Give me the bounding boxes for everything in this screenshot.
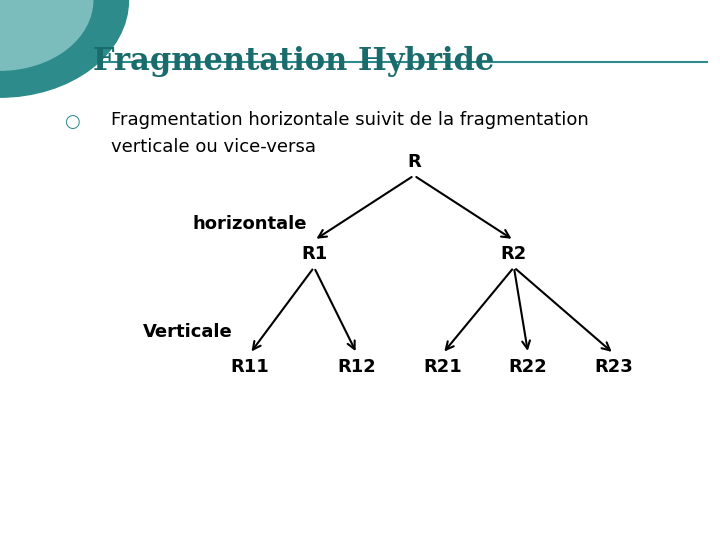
Circle shape [0, 0, 93, 70]
Text: horizontale: horizontale [193, 215, 307, 233]
Text: R1: R1 [301, 245, 327, 263]
Text: R21: R21 [423, 358, 462, 376]
Text: R12: R12 [338, 358, 377, 376]
Text: R22: R22 [509, 358, 547, 376]
Text: R23: R23 [595, 358, 633, 376]
Text: Fragmentation horizontale suivit de la fragmentation: Fragmentation horizontale suivit de la f… [111, 111, 588, 129]
Text: R11: R11 [230, 358, 269, 376]
Text: R: R [407, 153, 421, 171]
Text: Verticale: Verticale [143, 323, 233, 341]
Text: verticale ou vice-versa: verticale ou vice-versa [111, 138, 315, 156]
Text: ○: ○ [64, 113, 80, 131]
Text: R2: R2 [501, 245, 527, 263]
Circle shape [0, 0, 128, 97]
Text: Fragmentation Hybride: Fragmentation Hybride [93, 46, 494, 77]
